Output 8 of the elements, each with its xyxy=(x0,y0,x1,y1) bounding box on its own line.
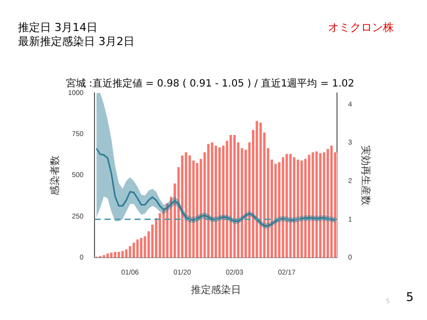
y2-axis-title: 実効再生産数 xyxy=(359,145,372,206)
text: 推定日 3月14日 xyxy=(18,20,98,35)
text: オミクロン株 xyxy=(328,20,394,35)
text: 最新推定感染日 3月2日 xyxy=(18,34,134,49)
x-axis-title: 推定感染日 xyxy=(190,284,241,296)
text: 5 xyxy=(406,290,414,304)
y-axis-title: 感染者数 xyxy=(48,155,61,196)
chart-title: 宮城 :直近推定値 = 0.98 ( 0.91 - 1.05 ) / 直近1週平均 = 1.02 xyxy=(66,78,354,90)
